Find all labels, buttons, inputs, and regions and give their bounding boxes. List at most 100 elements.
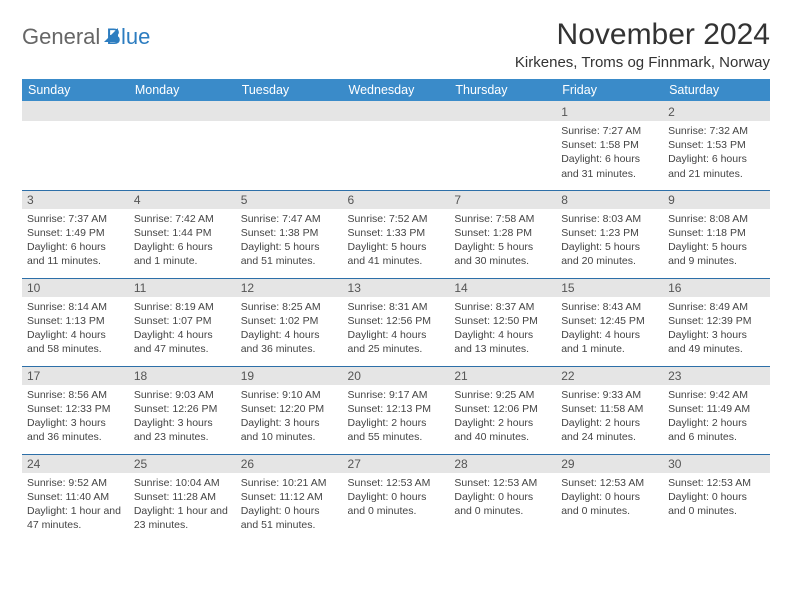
day-info-line: Sunset: 11:40 AM bbox=[27, 490, 124, 504]
calendar-day-cell: 16Sunrise: 8:49 AMSunset: 12:39 PMDaylig… bbox=[663, 278, 770, 366]
day-info-line: Sunset: 12:39 PM bbox=[668, 314, 765, 328]
day-details: Sunrise: 8:08 AMSunset: 1:18 PMDaylight:… bbox=[663, 209, 770, 273]
weekday-header: Wednesday bbox=[343, 79, 450, 102]
day-details: Sunrise: 9:52 AMSunset: 11:40 AMDaylight… bbox=[22, 473, 129, 537]
day-info-line: Daylight: 5 hours and 51 minutes. bbox=[241, 240, 338, 268]
day-info-line: Sunset: 11:49 AM bbox=[668, 402, 765, 416]
day-number bbox=[22, 103, 129, 121]
day-info-line: Sunset: 12:56 PM bbox=[348, 314, 445, 328]
day-details bbox=[236, 121, 343, 128]
day-number: 26 bbox=[236, 455, 343, 473]
day-details: Sunrise: 7:58 AMSunset: 1:28 PMDaylight:… bbox=[449, 209, 556, 273]
calendar-day-cell: 20Sunrise: 9:17 AMSunset: 12:13 PMDaylig… bbox=[343, 366, 450, 454]
day-info-line: Daylight: 1 hour and 47 minutes. bbox=[27, 504, 124, 532]
calendar-week-row: 17Sunrise: 8:56 AMSunset: 12:33 PMDaylig… bbox=[22, 366, 770, 454]
day-info-line: Sunset: 12:26 PM bbox=[134, 402, 231, 416]
day-info-line: Sunrise: 7:52 AM bbox=[348, 212, 445, 226]
day-details: Sunrise: 10:21 AMSunset: 11:12 AMDayligh… bbox=[236, 473, 343, 537]
calendar-day-cell: 24Sunrise: 9:52 AMSunset: 11:40 AMDaylig… bbox=[22, 454, 129, 542]
calendar-week-row: 24Sunrise: 9:52 AMSunset: 11:40 AMDaylig… bbox=[22, 454, 770, 542]
day-details: Sunrise: 7:47 AMSunset: 1:38 PMDaylight:… bbox=[236, 209, 343, 273]
day-info-line: Daylight: 0 hours and 51 minutes. bbox=[241, 504, 338, 532]
day-number: 28 bbox=[449, 455, 556, 473]
day-info-line: Sunset: 12:53 AM bbox=[348, 476, 445, 490]
day-details: Sunset: 12:53 AMDaylight: 0 hours and 0 … bbox=[343, 473, 450, 523]
location-text: Kirkenes, Troms og Finnmark, Norway bbox=[515, 54, 770, 71]
day-info-line: Daylight: 3 hours and 49 minutes. bbox=[668, 328, 765, 356]
calendar-week-row: 3Sunrise: 7:37 AMSunset: 1:49 PMDaylight… bbox=[22, 190, 770, 278]
day-info-line: Sunset: 1:38 PM bbox=[241, 226, 338, 240]
day-details: Sunrise: 9:10 AMSunset: 12:20 PMDaylight… bbox=[236, 385, 343, 449]
day-info-line: Daylight: 2 hours and 24 minutes. bbox=[561, 416, 658, 444]
day-details bbox=[129, 121, 236, 128]
day-info-line: Sunset: 1:02 PM bbox=[241, 314, 338, 328]
day-info-line: Sunset: 1:53 PM bbox=[668, 138, 765, 152]
calendar-day-cell: 8Sunrise: 8:03 AMSunset: 1:23 PMDaylight… bbox=[556, 190, 663, 278]
day-details: Sunrise: 8:56 AMSunset: 12:33 PMDaylight… bbox=[22, 385, 129, 449]
day-number: 13 bbox=[343, 279, 450, 297]
calendar-week-row: 1Sunrise: 7:27 AMSunset: 1:58 PMDaylight… bbox=[22, 102, 770, 190]
day-info-line: Daylight: 5 hours and 30 minutes. bbox=[454, 240, 551, 268]
calendar-day-cell: 25Sunrise: 10:04 AMSunset: 11:28 AMDayli… bbox=[129, 454, 236, 542]
day-info-line: Sunset: 1:28 PM bbox=[454, 226, 551, 240]
day-info-line: Daylight: 6 hours and 11 minutes. bbox=[27, 240, 124, 268]
day-info-line: Daylight: 0 hours and 0 minutes. bbox=[668, 490, 765, 518]
day-info-line: Sunrise: 7:37 AM bbox=[27, 212, 124, 226]
calendar-day-cell: 2Sunrise: 7:32 AMSunset: 1:53 PMDaylight… bbox=[663, 102, 770, 190]
day-number: 4 bbox=[129, 191, 236, 209]
day-info-line: Daylight: 4 hours and 58 minutes. bbox=[27, 328, 124, 356]
weekday-header: Thursday bbox=[449, 79, 556, 102]
calendar-day-cell: 12Sunrise: 8:25 AMSunset: 1:02 PMDayligh… bbox=[236, 278, 343, 366]
day-details: Sunrise: 9:42 AMSunset: 11:49 AMDaylight… bbox=[663, 385, 770, 449]
day-info-line: Sunset: 1:44 PM bbox=[134, 226, 231, 240]
day-info-line: Daylight: 4 hours and 36 minutes. bbox=[241, 328, 338, 356]
day-info-line: Daylight: 4 hours and 1 minute. bbox=[561, 328, 658, 356]
day-number: 23 bbox=[663, 367, 770, 385]
day-info-line: Sunrise: 9:25 AM bbox=[454, 388, 551, 402]
day-info-line: Daylight: 1 hour and 23 minutes. bbox=[134, 504, 231, 532]
day-info-line: Sunrise: 8:14 AM bbox=[27, 300, 124, 314]
day-number: 21 bbox=[449, 367, 556, 385]
day-info-line: Sunset: 12:53 AM bbox=[561, 476, 658, 490]
day-info-line: Sunset: 12:50 PM bbox=[454, 314, 551, 328]
day-info-line: Sunset: 11:12 AM bbox=[241, 490, 338, 504]
day-info-line: Sunset: 12:13 PM bbox=[348, 402, 445, 416]
day-info-line: Daylight: 0 hours and 0 minutes. bbox=[348, 490, 445, 518]
day-details bbox=[22, 121, 129, 128]
day-info-line: Sunrise: 9:52 AM bbox=[27, 476, 124, 490]
day-info-line: Sunset: 12:20 PM bbox=[241, 402, 338, 416]
day-info-line: Sunrise: 8:56 AM bbox=[27, 388, 124, 402]
day-info-line: Sunset: 1:58 PM bbox=[561, 138, 658, 152]
title-block: November 2024 Kirkenes, Troms og Finnmar… bbox=[515, 18, 770, 71]
day-info-line: Sunrise: 8:08 AM bbox=[668, 212, 765, 226]
calendar-body: 1Sunrise: 7:27 AMSunset: 1:58 PMDaylight… bbox=[22, 102, 770, 542]
day-number: 25 bbox=[129, 455, 236, 473]
day-info-line: Sunrise: 8:25 AM bbox=[241, 300, 338, 314]
day-details: Sunrise: 7:37 AMSunset: 1:49 PMDaylight:… bbox=[22, 209, 129, 273]
day-number: 5 bbox=[236, 191, 343, 209]
day-info-line: Daylight: 5 hours and 9 minutes. bbox=[668, 240, 765, 268]
day-number: 16 bbox=[663, 279, 770, 297]
calendar-day-cell: 7Sunrise: 7:58 AMSunset: 1:28 PMDaylight… bbox=[449, 190, 556, 278]
day-details: Sunrise: 8:43 AMSunset: 12:45 PMDaylight… bbox=[556, 297, 663, 361]
day-number: 17 bbox=[22, 367, 129, 385]
brand-logo: General Blue bbox=[22, 18, 150, 50]
day-info-line: Daylight: 4 hours and 47 minutes. bbox=[134, 328, 231, 356]
day-number: 10 bbox=[22, 279, 129, 297]
day-info-line: Sunrise: 8:43 AM bbox=[561, 300, 658, 314]
day-number: 7 bbox=[449, 191, 556, 209]
day-number: 29 bbox=[556, 455, 663, 473]
day-info-line: Sunrise: 8:37 AM bbox=[454, 300, 551, 314]
day-info-line: Sunset: 1:18 PM bbox=[668, 226, 765, 240]
weekday-header: Tuesday bbox=[236, 79, 343, 102]
day-info-line: Daylight: 2 hours and 40 minutes. bbox=[454, 416, 551, 444]
day-number bbox=[129, 103, 236, 121]
day-info-line: Sunrise: 7:47 AM bbox=[241, 212, 338, 226]
day-info-line: Daylight: 2 hours and 6 minutes. bbox=[668, 416, 765, 444]
day-info-line: Sunrise: 10:21 AM bbox=[241, 476, 338, 490]
brand-part2: Blue bbox=[106, 24, 150, 50]
weekday-header: Monday bbox=[129, 79, 236, 102]
calendar-day-cell: 4Sunrise: 7:42 AMSunset: 1:44 PMDaylight… bbox=[129, 190, 236, 278]
day-info-line: Sunrise: 9:42 AM bbox=[668, 388, 765, 402]
calendar-day-cell: 22Sunrise: 9:33 AMSunset: 11:58 AMDaylig… bbox=[556, 366, 663, 454]
